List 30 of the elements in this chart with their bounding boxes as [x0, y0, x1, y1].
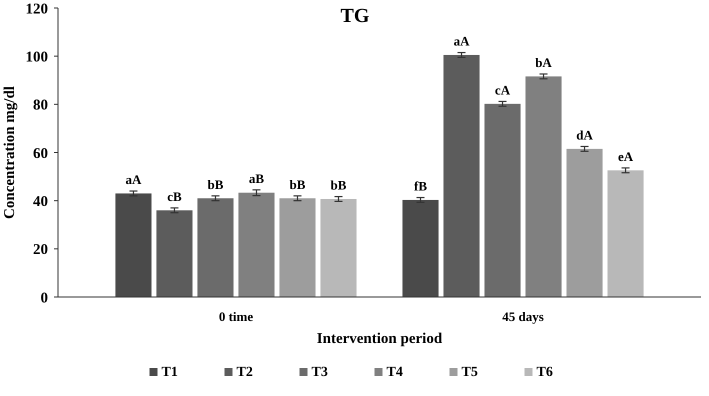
y-tick-label: 120 — [26, 1, 48, 18]
data-label: bB — [330, 178, 347, 193]
y-axis-title: Concentration mg/dl — [2, 86, 18, 219]
legend-label: T4 — [386, 365, 403, 380]
legend-label: T5 — [462, 365, 478, 380]
data-label: aB — [248, 170, 264, 186]
data-label: bB — [290, 176, 306, 192]
x-tick-label: 0 time — [218, 309, 254, 324]
data-label: aA — [126, 172, 142, 188]
data-label: dA — [576, 127, 594, 142]
y-tick-label: 20 — [33, 242, 48, 258]
data-label: bB — [208, 176, 224, 192]
y-tick-label: 100 — [26, 49, 48, 66]
data-label: eA — [618, 148, 634, 164]
y-tick-label: 60 — [33, 146, 48, 162]
x-axis-title: Intervention period — [316, 331, 443, 347]
y-tick-label: 0 — [40, 290, 48, 306]
chart-title: TG — [340, 5, 370, 27]
legend-label: T1 — [162, 365, 178, 380]
x-tick-label: 45 days — [502, 309, 544, 324]
legend-label: T6 — [536, 365, 553, 380]
legend-label: T3 — [312, 365, 328, 380]
legend-label: T2 — [236, 365, 253, 380]
data-label: cA — [494, 82, 511, 98]
data-label: cB — [167, 188, 182, 204]
data-label: bA — [535, 54, 552, 70]
data-label: fB — [414, 178, 428, 194]
y-tick-label: 80 — [33, 98, 48, 114]
data-label: aA — [454, 34, 470, 49]
y-tick-label: 40 — [33, 194, 48, 210]
